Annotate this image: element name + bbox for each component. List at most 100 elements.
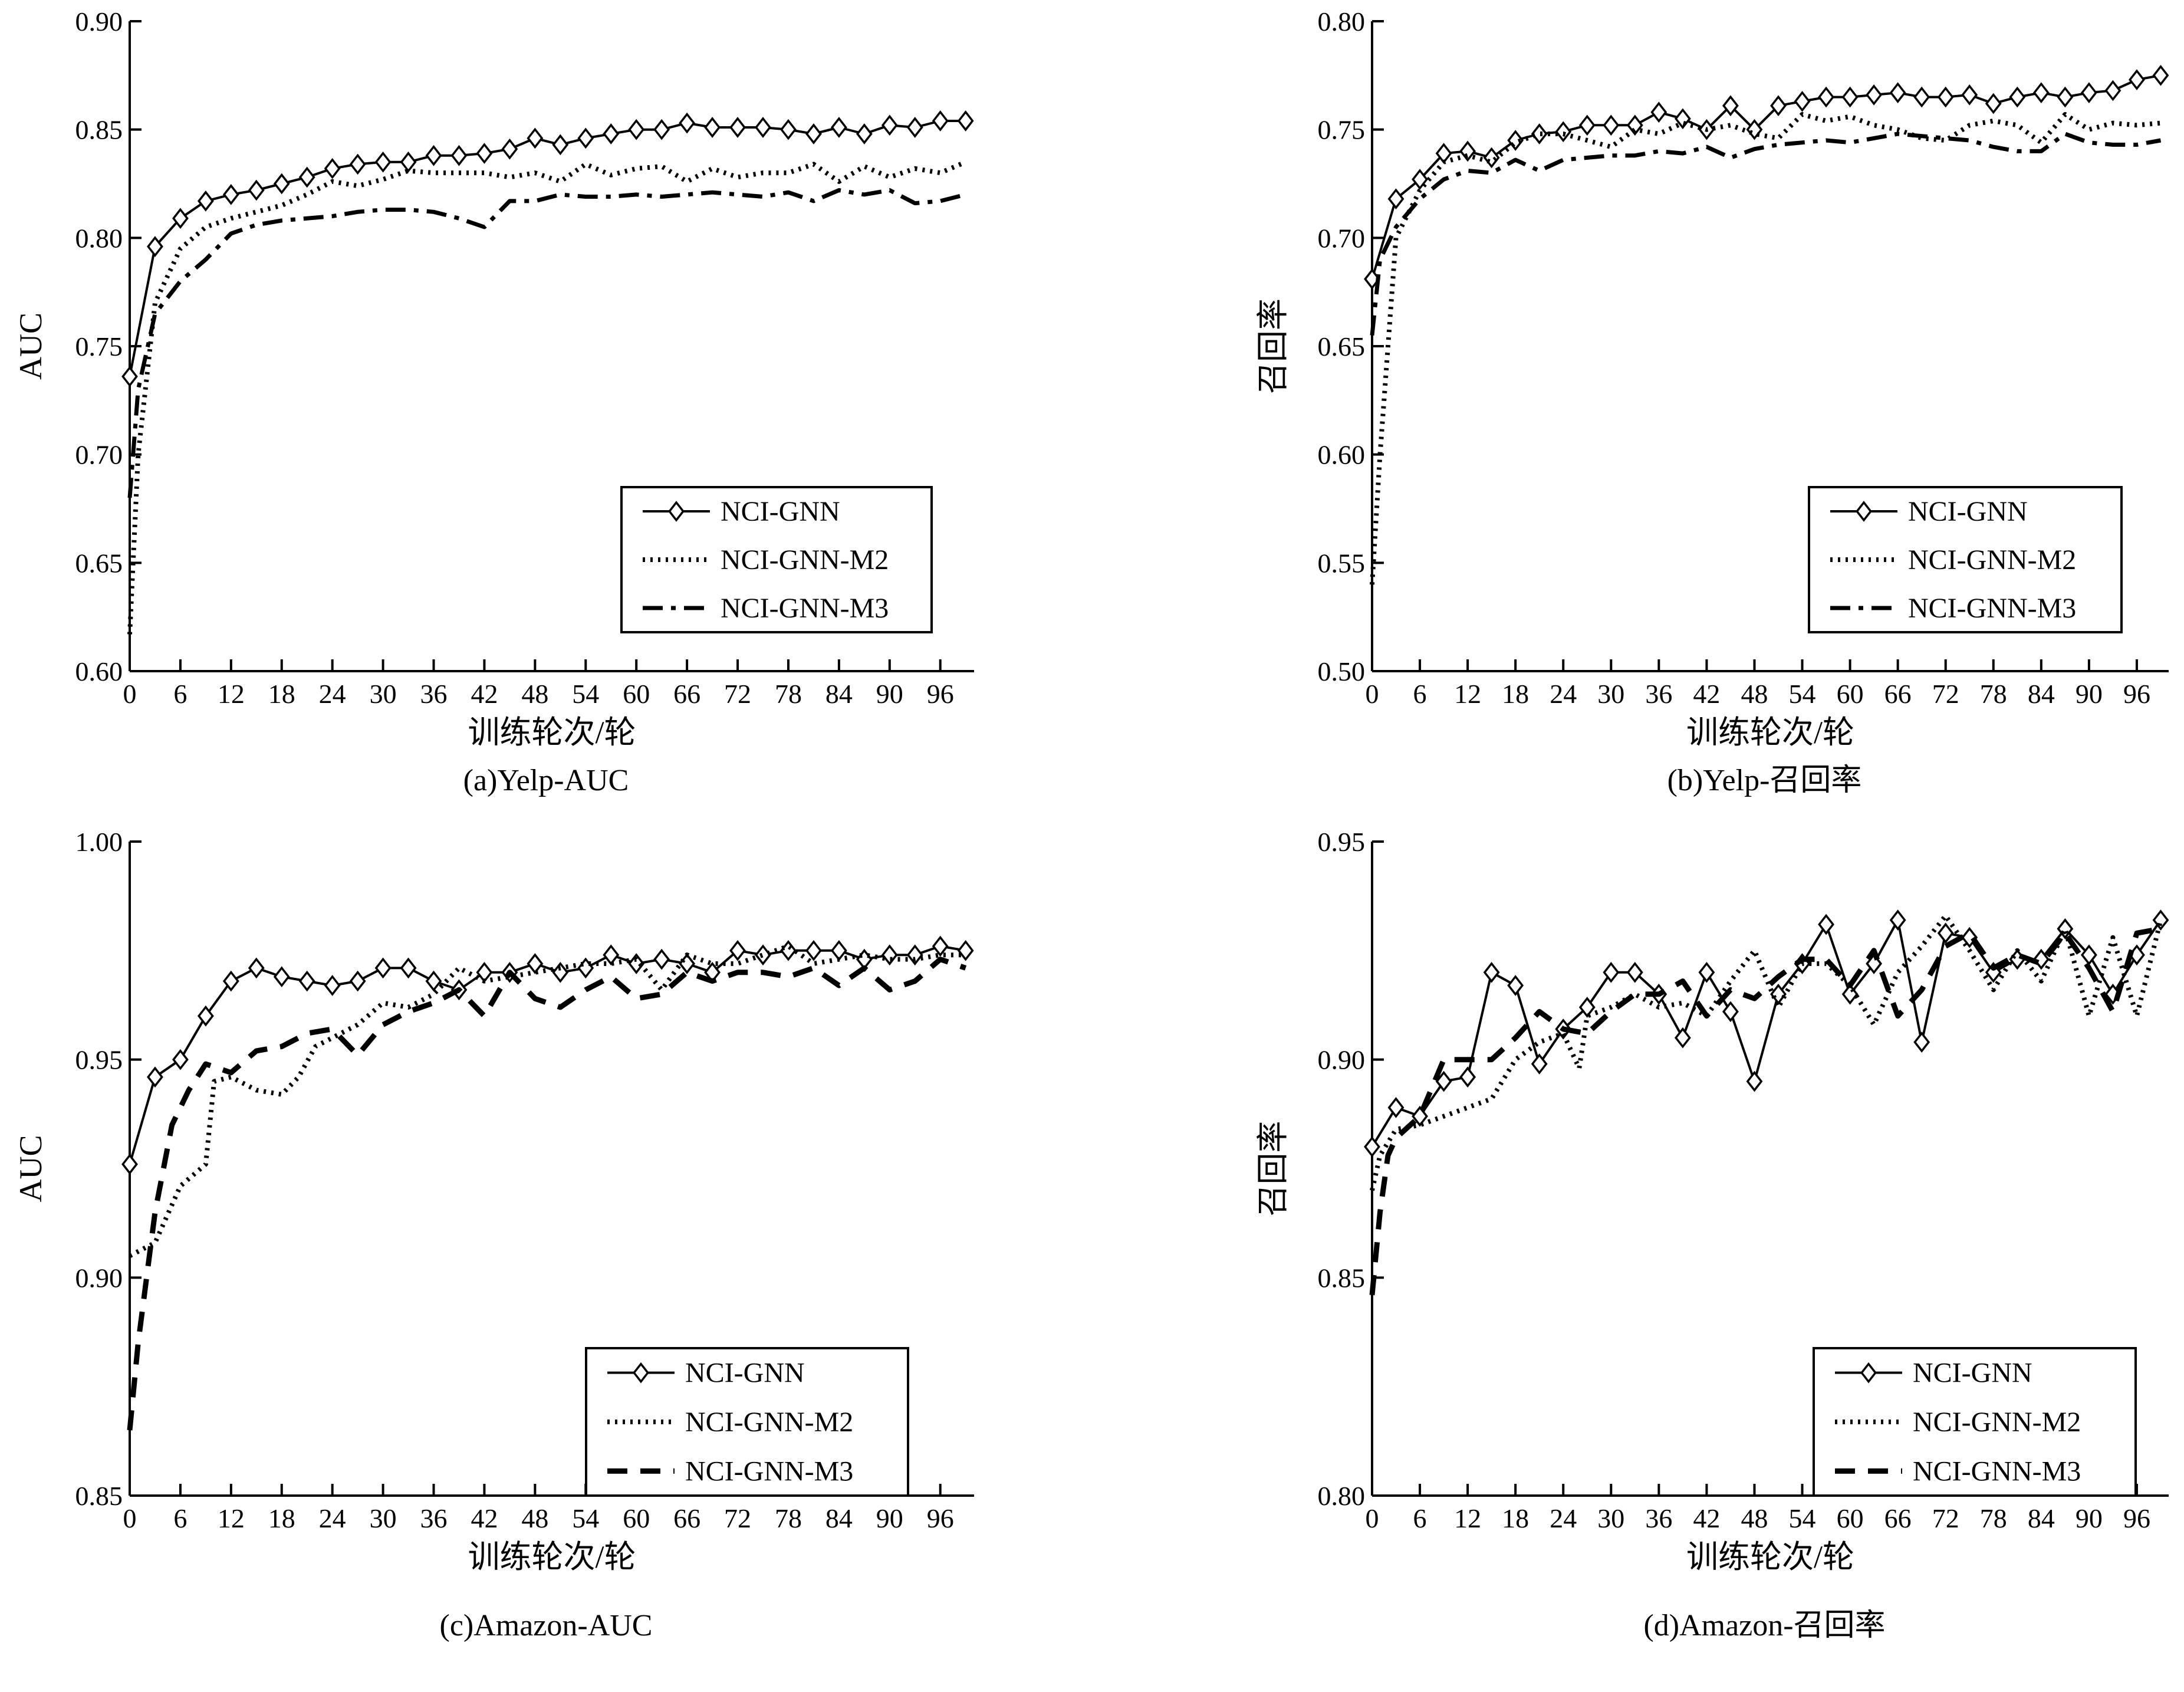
x-tick-label: 36 <box>1645 1503 1672 1533</box>
x-tick-label: 84 <box>825 1503 853 1533</box>
x-tick-label: 84 <box>2028 1503 2055 1533</box>
panel-caption: (b)Yelp-召回率 <box>1667 764 1862 797</box>
x-tick-label: 12 <box>218 1503 245 1533</box>
data-point-marker <box>349 153 366 175</box>
x-tick-label: 48 <box>1741 679 1768 709</box>
data-point-marker <box>2009 86 2026 108</box>
data-point-marker <box>172 1049 189 1070</box>
data-point-marker <box>1483 961 1500 983</box>
x-tick-label: 72 <box>724 679 751 709</box>
x-tick-label: 72 <box>1932 679 1959 709</box>
x-axis-title: 训练轮次/轮 <box>1686 715 1854 750</box>
legend-label-3: NCI-GNN-M3 <box>721 593 889 624</box>
x-tick-label: 78 <box>775 1503 802 1533</box>
data-point-marker <box>425 970 442 992</box>
x-tick-label: 36 <box>420 1503 448 1533</box>
y-tick-label: 0.85 <box>75 1481 123 1511</box>
x-tick-label: 84 <box>2028 679 2055 709</box>
data-point-marker <box>2080 82 2097 104</box>
series-line-2 <box>127 160 967 635</box>
data-point-marker <box>1578 114 1596 136</box>
y-axis-title: AUC <box>13 1135 48 1202</box>
x-tick-label: 30 <box>1597 679 1624 709</box>
data-point-marker <box>121 366 138 387</box>
data-point-marker <box>628 119 645 140</box>
chart-panel-4: 0.80 0.85 0.90 0.95 0 6 12 18 24 30 36 42 48 54 60 66 72… <box>1255 827 2169 1642</box>
x-tick-label: 18 <box>1502 679 1529 709</box>
data-point-marker <box>1794 91 1811 112</box>
data-point-marker <box>1531 1053 1548 1075</box>
data-point-marker <box>1650 101 1667 123</box>
data-point-marker <box>1459 140 1476 162</box>
x-tick-label: 90 <box>876 679 903 709</box>
legend-label-2: NCI-GNN-M2 <box>685 1407 853 1438</box>
data-point-marker <box>1841 86 1859 108</box>
x-tick-label: 66 <box>673 679 700 709</box>
x-tick-label: 24 <box>1550 679 1577 709</box>
x-tick-label: 54 <box>572 1503 599 1533</box>
legend-marker <box>1856 501 1872 522</box>
y-tick-label: 0.80 <box>75 223 123 253</box>
data-point-marker <box>222 184 239 205</box>
x-tick-label: 48 <box>1741 1503 1768 1533</box>
data-point-marker <box>197 1005 214 1027</box>
data-point-marker <box>1937 922 1954 944</box>
data-point-marker <box>1435 1070 1452 1092</box>
y-tick-label: 0.65 <box>1318 331 1366 362</box>
x-tick-label: 72 <box>1932 1503 1959 1533</box>
legend: NCI-GNN NCI-GNN-M2 NCI-GNN-M3 <box>1813 1347 2137 1497</box>
x-tick-label: 6 <box>173 679 187 709</box>
y-tick-label: 0.75 <box>1318 115 1366 145</box>
y-tick-label: 0.95 <box>75 1045 123 1075</box>
y-tick-label: 1.00 <box>75 827 123 857</box>
x-axis-title: 训练轮次/轮 <box>1686 1539 1854 1575</box>
data-point-marker <box>679 112 696 134</box>
x-tick-label: 78 <box>775 679 802 709</box>
data-point-marker <box>374 957 392 979</box>
x-tick-label: 90 <box>876 1503 903 1533</box>
data-point-marker <box>1698 961 1715 983</box>
data-point-marker <box>2129 69 2145 91</box>
data-point-marker <box>1364 1136 1380 1158</box>
x-tick-label: 96 <box>2123 679 2150 709</box>
y-tick-label: 0.90 <box>1318 1045 1366 1075</box>
y-tick-label: 0.95 <box>1318 827 1366 857</box>
x-tick-label: 0 <box>1366 1503 1379 1533</box>
x-tick-label: 12 <box>1454 679 1481 709</box>
data-point-marker <box>1889 909 1906 931</box>
data-point-marker <box>2057 918 2074 939</box>
data-point-marker <box>1913 86 1930 108</box>
series-line-3 <box>127 957 967 1431</box>
x-tick-label: 90 <box>2076 1503 2103 1533</box>
data-point-marker <box>932 110 949 132</box>
data-point-marker <box>805 939 822 961</box>
legend-label-3: NCI-GNN-M3 <box>685 1456 853 1487</box>
legend-marker <box>1860 1362 1877 1384</box>
x-tick-label: 0 <box>123 1503 137 1533</box>
data-point-marker <box>552 961 569 983</box>
x-tick-label: 42 <box>471 1503 498 1533</box>
data-point-marker <box>349 970 366 992</box>
data-point-marker <box>906 944 923 966</box>
data-point-marker <box>1961 927 1978 948</box>
y-axis-title: AUC <box>13 313 48 380</box>
y-tick-label: 0.60 <box>1318 440 1366 470</box>
legend: NCI-GNN NCI-GNN-M2 NCI-GNN-M3 <box>1808 486 2123 633</box>
data-point-marker <box>1722 1001 1739 1023</box>
data-point-marker <box>222 970 239 992</box>
y-tick-label: 0.50 <box>1318 656 1366 686</box>
data-point-marker <box>1866 84 1883 106</box>
legend-label-2: NCI-GNN-M2 <box>1908 544 2076 576</box>
data-point-marker <box>476 143 493 164</box>
data-point-marker <box>603 944 620 966</box>
data-point-marker <box>527 953 544 974</box>
data-point-marker <box>273 966 290 988</box>
legend: NCI-GNN NCI-GNN-M2 NCI-GNN-M3 <box>620 486 933 633</box>
x-tick-label: 78 <box>1980 679 2007 709</box>
data-point-marker <box>248 179 265 201</box>
data-point-marker <box>298 970 315 992</box>
x-tick-label: 60 <box>623 679 650 709</box>
x-tick-label: 66 <box>673 1503 700 1533</box>
legend-label-1: NCI-GNN <box>721 496 840 527</box>
